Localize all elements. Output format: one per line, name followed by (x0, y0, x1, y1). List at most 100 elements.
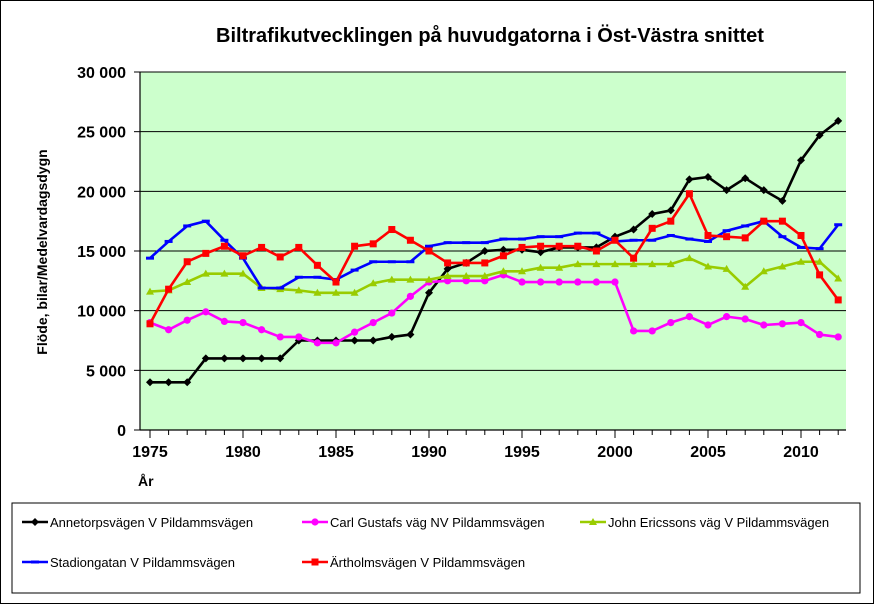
data-point (258, 243, 266, 251)
data-point (648, 327, 656, 335)
data-point (666, 233, 675, 237)
data-point (443, 264, 452, 273)
data-point (239, 319, 247, 327)
data-point (611, 236, 619, 244)
data-point (648, 224, 656, 232)
data-point (406, 275, 415, 283)
data-point (146, 287, 154, 295)
data-point (797, 319, 805, 327)
legend-entry: John Ericssons väg V Pildammsvägen (580, 515, 829, 530)
data-point (574, 278, 582, 286)
data-point (480, 247, 489, 255)
x-tick-label: 1975 (132, 444, 168, 461)
data-point (573, 260, 582, 268)
data-point (666, 260, 675, 268)
legend-label: Annetorpsvägen V Pildammsvägen (50, 515, 253, 530)
data-point (704, 231, 712, 239)
data-point (146, 378, 154, 387)
data-point (592, 247, 600, 255)
series-layer (146, 116, 843, 387)
data-point (164, 378, 173, 387)
data-point (759, 267, 768, 275)
data-point (797, 245, 805, 249)
data-point (555, 263, 564, 271)
y-tick-label: 10 000 (77, 304, 126, 321)
data-point (741, 224, 750, 228)
data-point (834, 296, 842, 304)
data-point (797, 156, 805, 165)
data-point (183, 278, 192, 286)
chart-title: Biltrafikutvecklingen på huvudgatorna i … (216, 24, 764, 47)
data-point (834, 116, 843, 125)
data-point (518, 267, 526, 275)
data-point (462, 259, 470, 267)
x-tick-label: 1995 (504, 444, 540, 461)
legend-label: Carl Gustafs väg NV Pildammsvägen (330, 515, 545, 530)
data-point (499, 237, 508, 241)
data-point (629, 225, 638, 234)
data-point (536, 263, 545, 271)
legend-swatch-marker (31, 560, 39, 564)
data-point (816, 330, 824, 339)
data-point (369, 279, 378, 287)
data-point (778, 196, 787, 205)
data-point (369, 319, 377, 327)
data-point (630, 254, 638, 262)
data-point (220, 317, 228, 326)
data-point (629, 260, 638, 268)
legend-entry: Carl Gustafs väg NV Pildammsvägen (302, 515, 545, 530)
data-point (369, 260, 378, 264)
data-point (741, 282, 750, 290)
data-point (536, 248, 545, 257)
data-point (257, 286, 266, 290)
data-point (425, 288, 433, 297)
data-point (815, 247, 824, 251)
data-point (537, 242, 545, 250)
data-point (797, 231, 805, 239)
y-axis-ticks: 0 5 000 10 000 15 000 20 000 25 000 30 000 (77, 65, 140, 440)
data-point (648, 260, 657, 268)
data-point (704, 173, 712, 182)
data-point (425, 244, 433, 248)
data-point (555, 242, 563, 250)
data-point (406, 330, 415, 339)
data-point (425, 275, 433, 283)
data-point (294, 275, 303, 279)
x-axis-ticks: 1975 1980 1985 1990 1995 2000 2005 2010 (132, 430, 839, 461)
legend-swatch-marker (589, 518, 597, 525)
data-point (666, 206, 675, 215)
x-tick-label: 1980 (225, 444, 261, 461)
data-point (239, 269, 247, 277)
data-point (685, 175, 694, 184)
legend-box (11, 502, 861, 594)
data-point (276, 286, 285, 290)
data-point (202, 308, 210, 316)
data-point (350, 288, 359, 296)
data-point (351, 328, 359, 336)
data-point (685, 313, 694, 321)
data-point (220, 238, 229, 242)
data-point (276, 253, 284, 261)
data-point (443, 241, 452, 245)
data-point (146, 320, 154, 328)
data-point (723, 313, 731, 321)
data-point (201, 269, 210, 277)
data-point (797, 257, 805, 265)
data-point (164, 239, 173, 243)
data-point (444, 259, 452, 267)
data-point (759, 186, 768, 195)
y-tick-label: 0 (117, 423, 126, 440)
data-point (406, 292, 414, 300)
data-point (220, 354, 229, 363)
data-point (295, 243, 303, 251)
data-point (406, 260, 415, 264)
data-point (685, 254, 694, 262)
data-point (350, 336, 359, 345)
data-point (741, 174, 750, 183)
data-point (722, 186, 731, 195)
data-point (201, 354, 210, 363)
data-point (257, 354, 266, 363)
data-point (518, 243, 526, 251)
data-point (387, 260, 396, 264)
legend-label: Stadiongatan V Pildammsvägen (50, 555, 235, 570)
